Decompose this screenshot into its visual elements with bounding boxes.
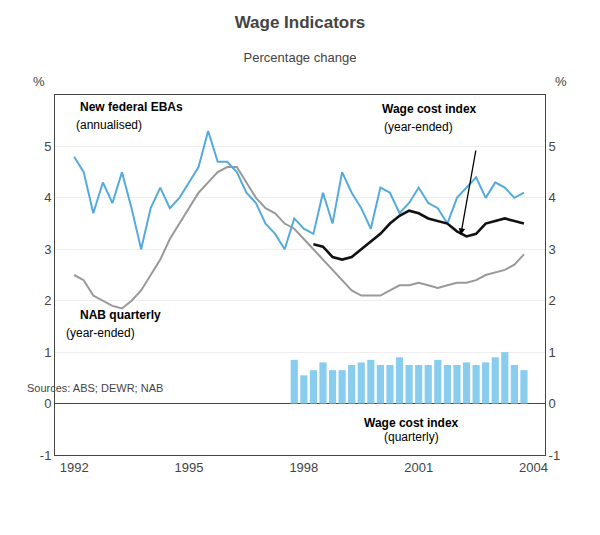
svg-text:-1: -1: [40, 448, 52, 463]
svg-text:1: 1: [549, 345, 556, 360]
svg-text:4: 4: [549, 190, 556, 205]
svg-text:5: 5: [549, 139, 556, 154]
svg-text:0: 0: [44, 396, 51, 411]
svg-text:0: 0: [549, 396, 556, 411]
svg-text:%: %: [33, 74, 45, 89]
svg-text:NAB quarterly: NAB quarterly: [80, 308, 161, 322]
svg-text:Sources: ABS; DEWR; NAB: Sources: ABS; DEWR; NAB: [27, 382, 163, 394]
svg-text:(annualised): (annualised): [76, 118, 142, 132]
svg-text:%: %: [555, 74, 567, 89]
svg-text:2: 2: [549, 293, 556, 308]
svg-text:(quarterly): (quarterly): [384, 430, 439, 444]
svg-text:2: 2: [44, 293, 51, 308]
svg-text:1995: 1995: [175, 460, 204, 475]
svg-text:1992: 1992: [60, 460, 89, 475]
svg-text:Wage cost index: Wage cost index: [382, 102, 477, 116]
svg-text:Wage Indicators: Wage Indicators: [235, 13, 366, 32]
svg-text:1998: 1998: [289, 460, 318, 475]
svg-text:3: 3: [549, 242, 556, 257]
svg-text:4: 4: [44, 190, 51, 205]
svg-text:2004: 2004: [519, 460, 548, 475]
svg-text:5: 5: [44, 139, 51, 154]
svg-text:-1: -1: [549, 448, 561, 463]
svg-text:1: 1: [44, 345, 51, 360]
svg-text:(year-ended): (year-ended): [66, 326, 135, 340]
svg-text:New federal EBAs: New federal EBAs: [80, 100, 183, 114]
svg-text:(year-ended): (year-ended): [384, 120, 453, 134]
svg-text:Percentage change: Percentage change: [244, 50, 357, 65]
svg-text:Wage cost index: Wage cost index: [364, 416, 459, 430]
svg-text:2001: 2001: [404, 460, 433, 475]
svg-text:3: 3: [44, 242, 51, 257]
